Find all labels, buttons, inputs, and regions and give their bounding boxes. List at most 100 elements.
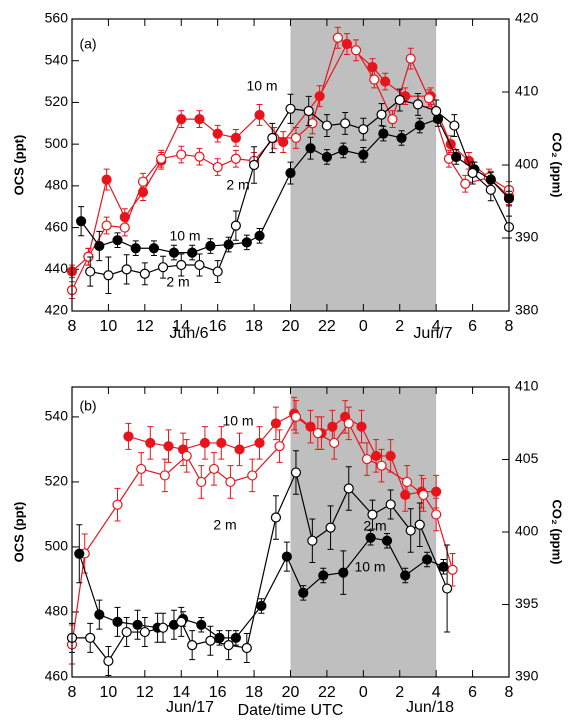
- data-point: [196, 476, 207, 488]
- data-point: [216, 437, 227, 449]
- y2-axis-label: CO₂ (ppm): [550, 133, 565, 198]
- data-point: [230, 132, 241, 143]
- y-tick-label: 540: [45, 408, 69, 424]
- data-point: [270, 418, 282, 429]
- series: [123, 396, 442, 512]
- data-point: [212, 128, 223, 139]
- data-point: [405, 525, 416, 536]
- data-point: [101, 220, 112, 231]
- data-point: [340, 118, 351, 129]
- data-point: [212, 161, 223, 173]
- data-point: [394, 94, 405, 106]
- series: [74, 524, 449, 646]
- data-point: [401, 476, 413, 488]
- data-point: [274, 441, 285, 452]
- data-point: [176, 259, 187, 271]
- data-point: [256, 600, 267, 612]
- data-point: [112, 616, 123, 628]
- data-point: [157, 262, 169, 273]
- data-point: [225, 476, 236, 488]
- data-point: [412, 99, 424, 110]
- y-tick-label: 560: [45, 10, 69, 26]
- series-label: 10 m: [169, 228, 200, 244]
- data-point: [112, 235, 123, 246]
- data-point: [248, 159, 260, 171]
- x-tick-label: 6: [468, 318, 477, 335]
- data-point: [281, 551, 292, 562]
- data-point: [267, 132, 278, 144]
- data-point: [285, 103, 296, 114]
- data-point: [270, 512, 282, 523]
- data-point: [132, 619, 143, 630]
- y2-tick-label: 390: [515, 668, 539, 684]
- data-point: [387, 114, 398, 125]
- data-point: [103, 270, 114, 281]
- data-point: [176, 616, 187, 628]
- data-point: [361, 454, 373, 465]
- data-point: [223, 639, 234, 651]
- data-point: [367, 509, 378, 520]
- data-point: [205, 240, 216, 252]
- data-point: [451, 151, 462, 163]
- data-point: [449, 120, 460, 131]
- data-point: [343, 418, 354, 429]
- panel-label: (b): [79, 398, 96, 414]
- data-point: [460, 178, 471, 189]
- data-point: [94, 240, 105, 252]
- data-point: [121, 264, 132, 275]
- data-point: [421, 554, 433, 565]
- data-point: [230, 153, 241, 164]
- data-point: [136, 463, 147, 475]
- data-point: [305, 143, 316, 154]
- data-point: [338, 567, 349, 578]
- data-point: [367, 61, 378, 73]
- data-point: [254, 230, 265, 241]
- data-point: [307, 535, 318, 546]
- data-point: [303, 105, 314, 117]
- data-point: [365, 532, 376, 543]
- data-point: [230, 220, 241, 231]
- data-point: [329, 437, 340, 449]
- date-label: Jun/7: [413, 325, 452, 342]
- x-tick-label: 10: [100, 318, 118, 335]
- data-point: [254, 437, 265, 449]
- data-point: [94, 609, 105, 620]
- y-tick-label: 460: [45, 218, 69, 234]
- data-point: [396, 132, 407, 144]
- data-point: [130, 243, 141, 254]
- data-point: [356, 421, 367, 432]
- data-point: [485, 184, 496, 195]
- data-point: [157, 622, 169, 633]
- data-point: [400, 570, 411, 581]
- data-point: [74, 548, 85, 559]
- data-point: [385, 499, 396, 510]
- data-point: [441, 583, 453, 594]
- y-tick-label: 500: [45, 135, 69, 151]
- x-tick-label: 14: [172, 318, 190, 335]
- x-tick-label: 8: [505, 684, 514, 701]
- data-point: [76, 216, 87, 227]
- data-point: [290, 132, 302, 143]
- y-tick-label: 520: [45, 93, 69, 109]
- data-point: [194, 114, 205, 125]
- data-point: [378, 128, 389, 139]
- data-point: [176, 149, 187, 160]
- y2-tick-label: 400: [515, 156, 539, 172]
- data-point: [381, 535, 393, 546]
- y2-tick-label: 420: [515, 10, 539, 26]
- x-tick-label: 2: [395, 318, 404, 335]
- date-label: Jun/6: [169, 325, 208, 342]
- x-tick-label: 10: [100, 684, 118, 701]
- x-tick-label: 0: [359, 684, 368, 701]
- data-point: [168, 247, 180, 258]
- y2-tick-label: 390: [515, 229, 539, 245]
- data-point: [431, 486, 442, 497]
- data-point: [369, 74, 380, 85]
- x-tick-label: 8: [505, 318, 514, 335]
- data-point: [438, 561, 449, 572]
- x-tick-label: 0: [359, 318, 368, 335]
- y2-tick-label: 410: [515, 378, 539, 394]
- y2-tick-label: 410: [515, 83, 539, 99]
- data-point: [212, 266, 223, 277]
- data-point: [187, 247, 198, 258]
